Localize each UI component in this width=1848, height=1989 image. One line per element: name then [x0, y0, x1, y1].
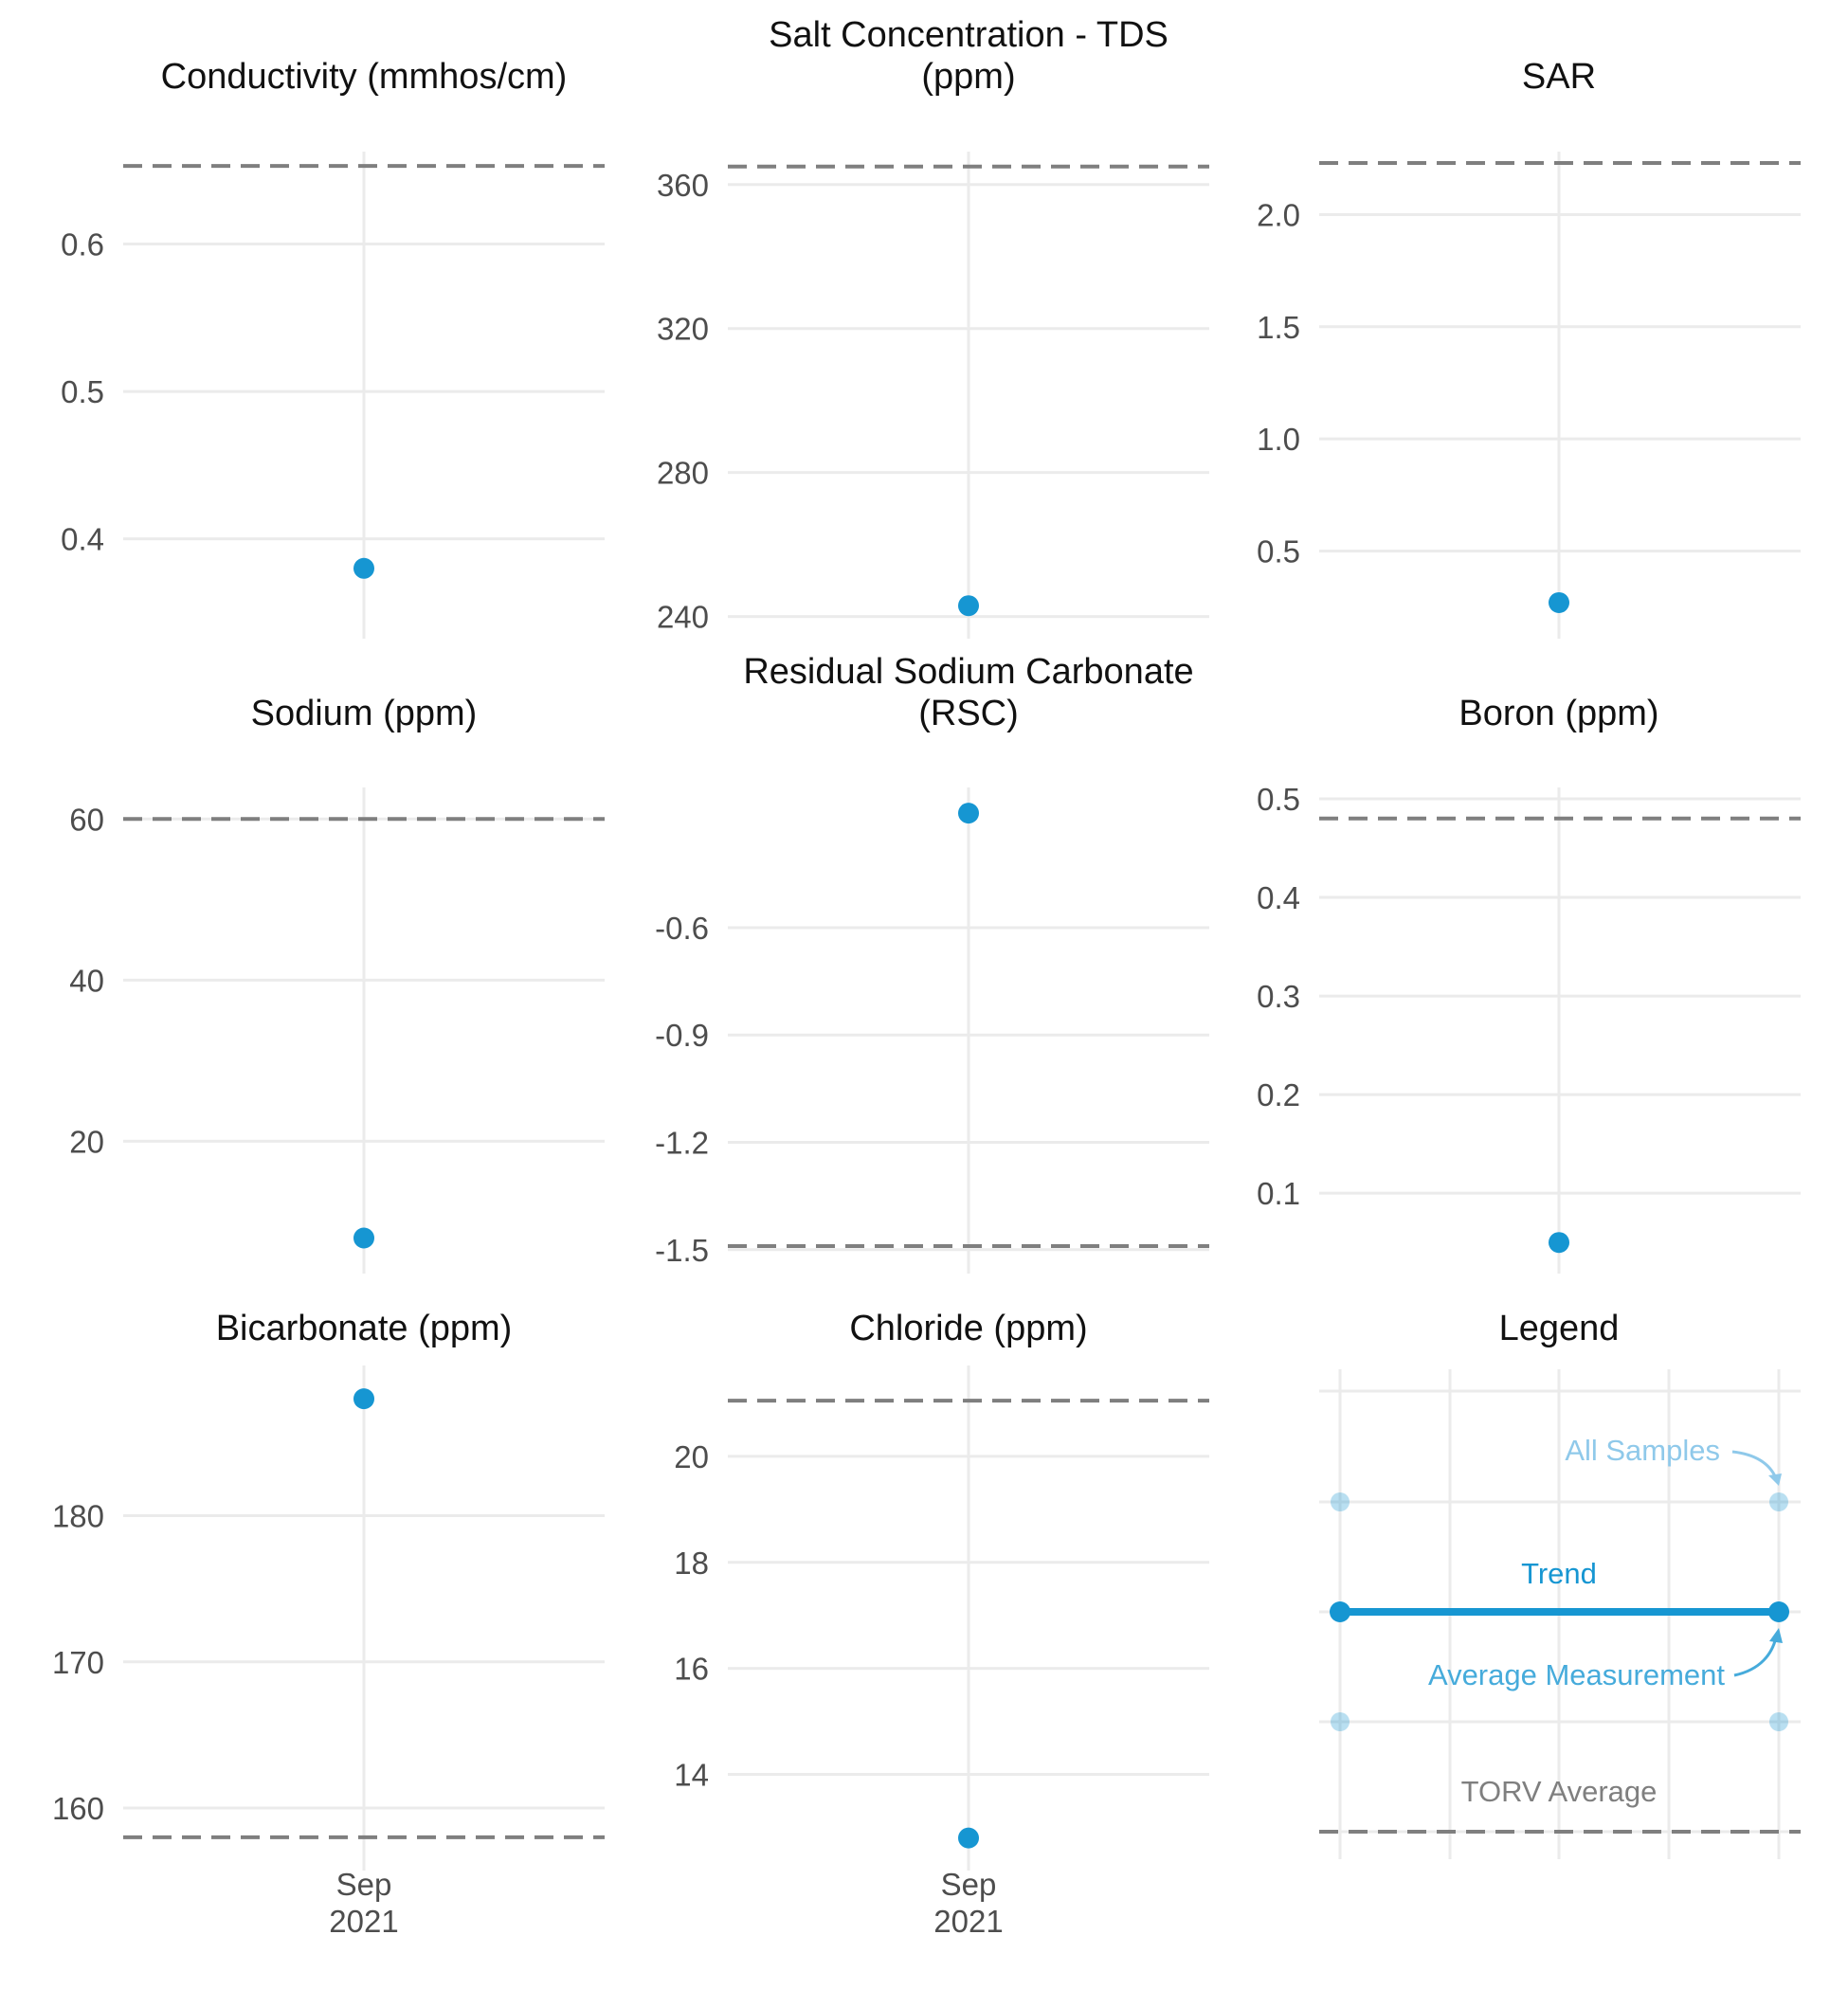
data-point	[353, 1227, 374, 1249]
legend-average-arrowhead	[1769, 1628, 1783, 1643]
y-tick-label: 280	[657, 456, 709, 491]
y-tick-label: 360	[657, 168, 709, 203]
chart-panel: Residual Sodium Carbonate(RSC) -1.5 -1.2 -0…	[655, 652, 1209, 1274]
y-tick-label: -1.2	[655, 1126, 709, 1161]
panel-title: Residual Sodium Carbonate	[743, 652, 1193, 692]
y-tick-label: 320	[657, 312, 709, 347]
chart-panel: Salt Concentration - TDS(ppm) 240 280 320 36…	[657, 15, 1209, 639]
y-tick-label: 14	[674, 1758, 709, 1793]
y-tick-label: 0.4	[61, 522, 104, 557]
y-tick-label: 0.1	[1257, 1176, 1300, 1211]
chart-panel: Boron (ppm) 0.1 0.2 0.3 0.4 0.5	[1257, 694, 1801, 1274]
y-tick-label: 2.0	[1257, 197, 1300, 232]
y-tick-label: 0.5	[1257, 782, 1300, 817]
legend-average-point	[1768, 1601, 1789, 1622]
data-point	[353, 1388, 374, 1410]
y-tick-label: 0.2	[1257, 1077, 1300, 1112]
data-point	[353, 557, 374, 579]
y-tick-label: 0.6	[61, 227, 104, 262]
panel-title: (ppm)	[921, 57, 1015, 97]
y-tick-label: 1.0	[1257, 422, 1300, 457]
legend-panel: Legend All Samples Trend Average Measu	[1319, 1309, 1801, 1859]
legend-trend-label: Trend	[1521, 1557, 1597, 1590]
legend-title: Legend	[1499, 1309, 1620, 1348]
chart-panel: Sodium (ppm) 20 40 60	[69, 694, 605, 1274]
y-tick-label: 20	[69, 1124, 104, 1159]
y-tick-label: 170	[52, 1645, 104, 1680]
y-tick-label: 240	[657, 600, 709, 635]
legend-sample-point	[1769, 1492, 1788, 1511]
y-tick-label: -0.6	[655, 911, 709, 946]
data-point	[958, 595, 979, 617]
y-tick-label: 16	[674, 1652, 709, 1687]
x-tick-month: Sep	[336, 1867, 392, 1902]
panel-title: Sodium (ppm)	[251, 694, 478, 733]
y-tick-label: 40	[69, 963, 104, 998]
legend-average-label: Average Measurement	[1428, 1658, 1725, 1691]
y-tick-label: 180	[52, 1499, 104, 1534]
y-tick-label: 18	[674, 1546, 709, 1581]
y-tick-label: 1.5	[1257, 310, 1300, 345]
data-point	[958, 803, 979, 824]
y-tick-label: 0.4	[1257, 880, 1300, 915]
x-tick-month: Sep	[941, 1867, 997, 1902]
panel-title: Boron (ppm)	[1458, 694, 1658, 733]
legend-all-samples-arrowhead	[1768, 1474, 1782, 1486]
legend-all-samples-arrow	[1731, 1450, 1778, 1479]
chart-panel: Conductivity (mmhos/cm) 0.4 0.5 0.6	[61, 57, 605, 639]
y-tick-label: 0.3	[1257, 979, 1300, 1014]
y-tick-label: -0.9	[655, 1018, 709, 1053]
y-tick-label: 60	[69, 802, 104, 837]
y-tick-label: 0.5	[61, 374, 104, 409]
data-point	[958, 1827, 979, 1849]
chart-panels: Conductivity (mmhos/cm) 0.4 0.5 0.6 Salt Con…	[52, 15, 1801, 1939]
legend-sample-point	[1769, 1712, 1788, 1731]
chart-panel: SAR 0.5 1.0 1.5 2.0	[1257, 57, 1801, 639]
x-tick-year: 2021	[329, 1904, 398, 1939]
panel-title: Chloride (ppm)	[849, 1309, 1087, 1348]
legend-sample-point	[1331, 1492, 1350, 1511]
data-point	[1549, 591, 1569, 613]
panel-title: Conductivity (mmhos/cm)	[161, 57, 568, 97]
y-tick-label: 160	[52, 1791, 104, 1826]
legend-torv-label: TORV Average	[1461, 1775, 1658, 1808]
y-tick-label: -1.5	[655, 1233, 709, 1268]
legend-sample-point	[1331, 1712, 1350, 1731]
legend-average-arrow	[1733, 1636, 1778, 1677]
panel-title: (RSC)	[918, 694, 1019, 733]
legend-all-samples-label: All Samples	[1565, 1434, 1720, 1467]
panel-title: Bicarbonate (ppm)	[216, 1309, 513, 1348]
data-point	[1549, 1232, 1569, 1254]
y-tick-label: 20	[674, 1439, 709, 1474]
legend-average-point	[1330, 1601, 1350, 1622]
panel-title: Salt Concentration - TDS	[769, 15, 1169, 55]
y-tick-label: 0.5	[1257, 534, 1300, 570]
panel-title: SAR	[1522, 57, 1596, 97]
x-tick-year: 2021	[933, 1904, 1003, 1939]
